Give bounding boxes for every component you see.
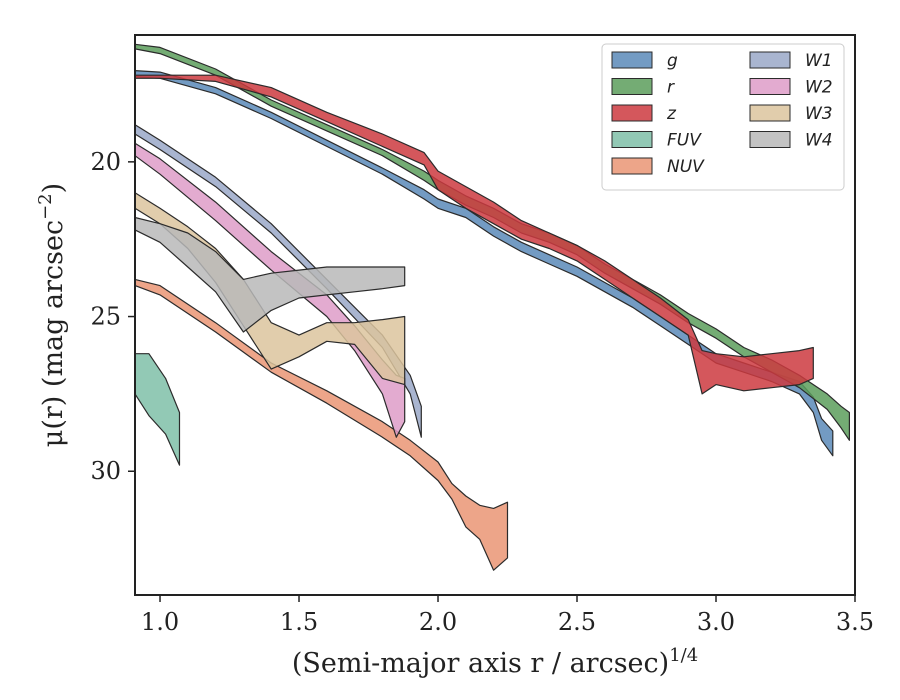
legend-swatch-w1	[749, 51, 791, 69]
legend-label-w3: W3	[805, 104, 833, 124]
x-tick-label: 1.5	[280, 608, 318, 636]
x-tick-label: 3.5	[836, 608, 874, 636]
x-tick-label: 1.0	[141, 608, 179, 636]
legend: grz FUV NUV W1 W2 W3 W4	[601, 43, 845, 191]
legend-swatch-g	[611, 51, 653, 69]
y-axis-label-text: μ(r) (mag arcsec	[38, 220, 69, 447]
x-axis-label: (Semi-major axis r / arcsec)1/4	[292, 645, 698, 679]
ticks-layer: 1.0 1.5 2.0 2.5 3.0 3.5 20 25 30	[90, 148, 874, 636]
y-tick-label: 20	[90, 148, 121, 176]
x-tick-label: 2.5	[558, 608, 596, 636]
legend-swatch-w2	[749, 78, 791, 95]
legend-swatch-r	[611, 78, 653, 95]
series-band-nuv	[134, 278, 509, 571]
plot-frame	[134, 34, 856, 596]
y-axis-label-close: )	[38, 183, 69, 194]
series-band-z	[134, 74, 814, 395]
x-tick-label: 2.0	[419, 608, 457, 636]
x-axis-label-text: (Semi-major axis r / arcsec)	[292, 648, 669, 679]
legend-label-z: z	[666, 104, 677, 124]
legend-label-w1: W1	[805, 51, 833, 71]
x-tick-label: 3.0	[697, 608, 735, 636]
y-axis-label: μ(r) (mag arcsec−2)	[35, 183, 69, 447]
legend-label-g: g	[667, 51, 678, 71]
series-band-w4	[134, 216, 406, 333]
legend-swatch-fuv	[611, 131, 653, 148]
legend-label-r: r	[667, 78, 675, 98]
y-tick-label: 25	[90, 303, 121, 331]
y-tick-label: 30	[90, 457, 121, 485]
legend-swatch-z	[611, 104, 653, 122]
legend-label-w2: W2	[805, 78, 833, 98]
series-band-w1	[134, 124, 422, 438]
legend-swatch-w4	[749, 131, 791, 148]
y-axis-label-exponent: −2	[35, 193, 56, 220]
legend-label-w4: W4	[805, 131, 833, 151]
legend-swatch-w3	[749, 104, 791, 122]
legend-label-fuv: FUV	[667, 131, 702, 151]
series-band-fuv	[134, 353, 181, 466]
series-layer	[134, 43, 851, 571]
legend-label-nuv: NUV	[667, 157, 705, 177]
x-axis-label-exponent: 1/4	[669, 645, 698, 666]
legend-swatch-nuv	[611, 157, 653, 175]
series-band-w2	[134, 142, 406, 438]
